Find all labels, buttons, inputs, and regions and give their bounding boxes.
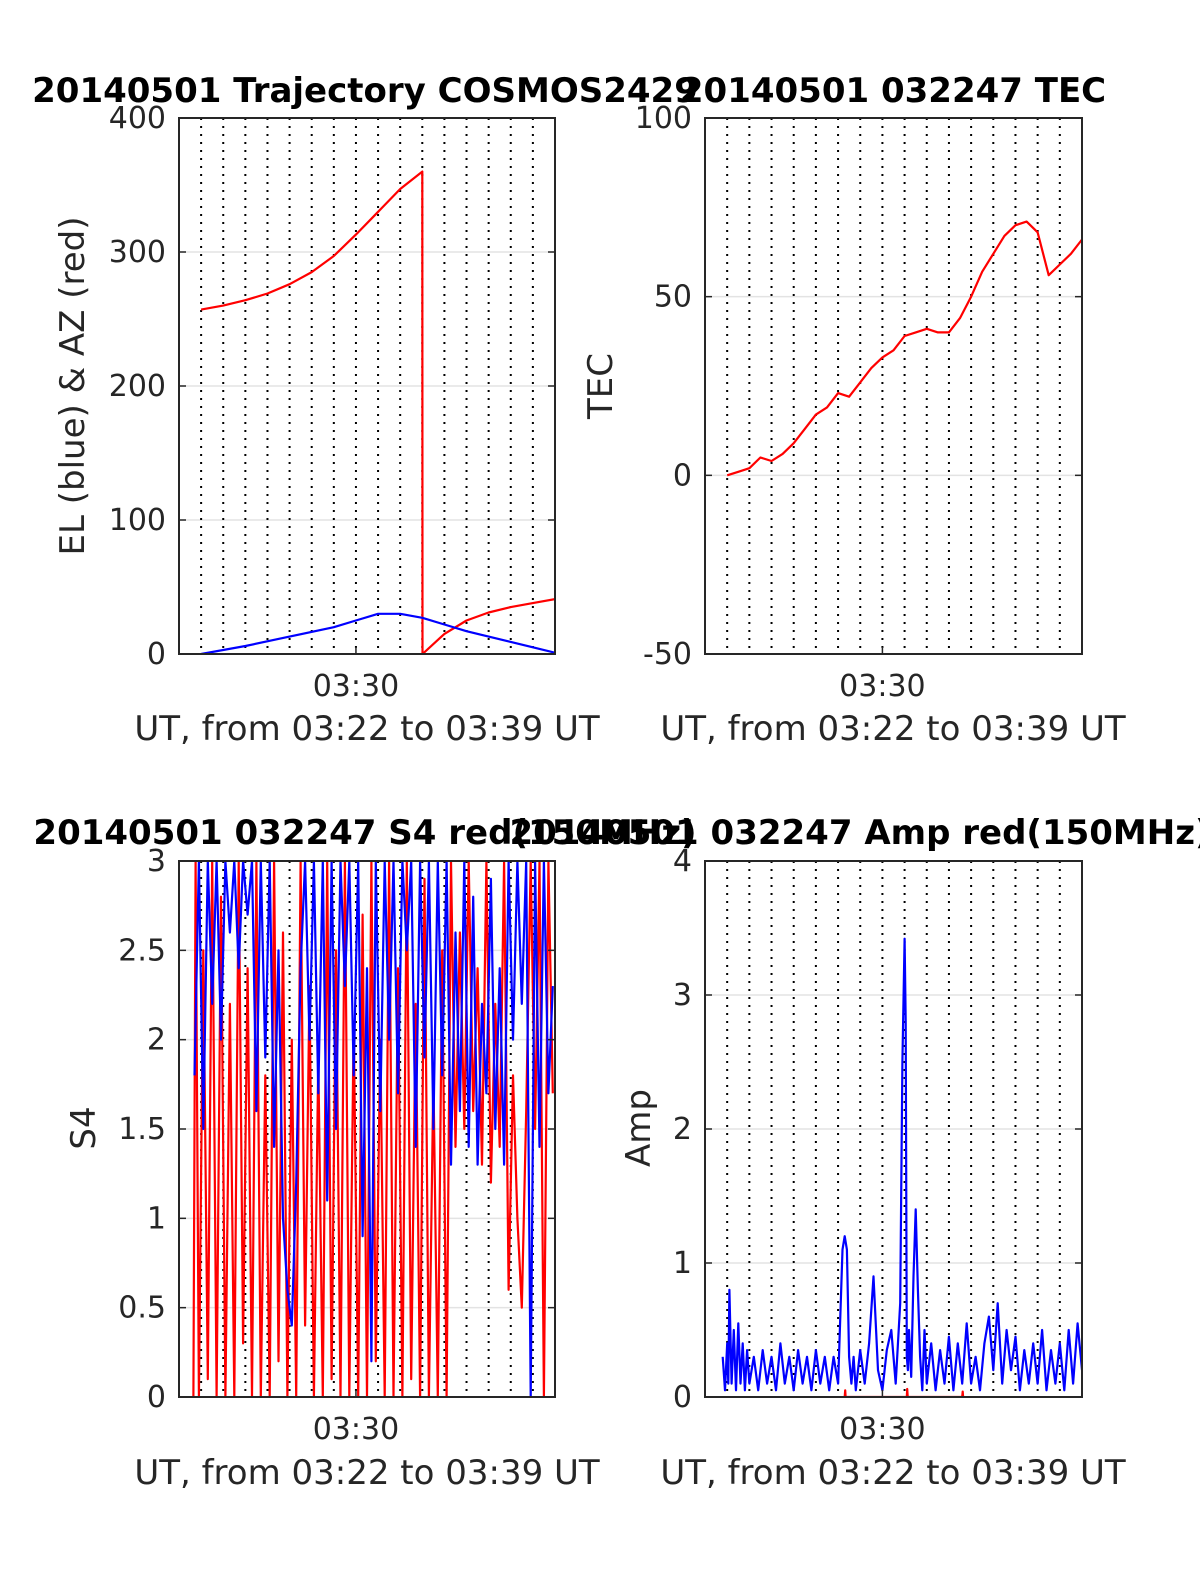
tec-xlabel: UT, from 03:22 to 03:39 UT — [660, 709, 1126, 749]
panel-s4: 0 0.5 1 1.5 2 2.5 3 03:30 20140501 032247 S4 r… — [33, 813, 696, 1493]
tec-ytick-label: 0 — [673, 458, 692, 493]
amp-ytick-label: 0 — [673, 1380, 692, 1415]
panel-tec: -50 0 50 100 03:30 20140501 032247 TEC UT, … — [581, 71, 1126, 749]
s4-xlabel: UT, from 03:22 to 03:39 UT — [134, 1453, 600, 1493]
trajectory-ytick-layer: 0 100 200 300 400 — [109, 101, 555, 672]
trajectory-xtick-layer: 03:30 — [313, 647, 399, 704]
tec-xtick-layer: 03:30 — [839, 647, 926, 704]
tec-ytick-label: -50 — [643, 637, 692, 672]
trajectory-series-1-line — [200, 170, 555, 654]
amp-ytick-layer: 0 1 2 3 4 — [673, 844, 1082, 1415]
tec-ytick-label: 100 — [635, 101, 692, 136]
tec-ytick-label: 50 — [654, 280, 692, 315]
s4-ytick-label: 1 — [147, 1201, 166, 1236]
tec-xtick-label: 03:30 — [839, 669, 925, 704]
trajectory-ytick-label: 0 — [147, 637, 166, 672]
s4-xtick-layer: 03:30 — [313, 1390, 399, 1447]
amp-series-2-line — [721, 937, 1082, 1392]
tec-ylabel: TEC — [581, 353, 621, 420]
tec-title: 20140501 032247 TEC — [680, 71, 1106, 111]
trajectory-xtick-label: 03:30 — [313, 669, 399, 704]
tec-ytick-layer: -50 0 50 100 — [635, 101, 1082, 672]
s4-series-1-line — [192, 861, 554, 1397]
tec-plot-area — [705, 118, 1082, 654]
tec-axes-box — [704, 117, 1083, 655]
trajectory-series-2-line — [200, 612, 555, 654]
s4-ytick-label: 0.5 — [118, 1291, 166, 1326]
amp-series-1-line — [843, 1387, 965, 1397]
trajectory-series-layer — [200, 170, 555, 654]
trajectory-ytick-label: 200 — [109, 369, 166, 404]
panel-amp: 0 1 2 3 4 03:30 20140501 032247 Amp red(150M… — [509, 813, 1200, 1493]
trajectory-xlabel: UT, from 03:22 to 03:39 UT — [134, 709, 600, 749]
s4-ytick-label: 2.5 — [118, 933, 166, 968]
amp-xtick-label: 03:30 — [839, 1412, 925, 1447]
s4-ytick-label: 0 — [147, 1380, 166, 1415]
s4-ytick-layer: 0 0.5 1 1.5 2 2.5 3 — [118, 844, 555, 1415]
amp-ylabel: Amp — [619, 1089, 659, 1167]
s4-ylabel: S4 — [64, 1106, 104, 1149]
amp-ytick-label: 1 — [673, 1246, 692, 1281]
tec-series-1-line — [726, 220, 1082, 477]
trajectory-title: 20140501 Trajectory COSMOS2429 — [32, 71, 698, 111]
amp-xlabel: UT, from 03:22 to 03:39 UT — [660, 1453, 1126, 1493]
amp-title: 20140501 032247 Amp red(150MHz) — [509, 813, 1200, 853]
s4-series-2-line — [193, 861, 554, 1397]
s4-ytick-label: 3 — [147, 844, 166, 879]
amp-ytick-label: 3 — [673, 978, 692, 1013]
trajectory-ytick-label: 300 — [109, 235, 166, 270]
s4-title: 20140501 032247 S4 red(150MHz) — [33, 813, 696, 853]
amp-xtick-layer: 03:30 — [839, 1390, 926, 1447]
panel-trajectory: 0 100 200 300 400 03:30 20140501 Trajectory … — [32, 71, 698, 749]
s4-ytick-label: 2 — [147, 1023, 166, 1058]
tec-series-layer — [726, 220, 1082, 477]
amp-series-layer — [721, 937, 1082, 1397]
trajectory-ytick-label: 400 — [109, 101, 166, 136]
s4-ytick-label: 1.5 — [118, 1112, 166, 1147]
trajectory-ylabel: EL (blue) & AZ (red) — [53, 216, 93, 555]
amp-ytick-label: 4 — [673, 844, 692, 879]
s4-series-layer — [192, 861, 554, 1397]
amp-ytick-label: 2 — [673, 1112, 692, 1147]
s4-xtick-label: 03:30 — [313, 1412, 399, 1447]
trajectory-ytick-label: 100 — [109, 503, 166, 538]
